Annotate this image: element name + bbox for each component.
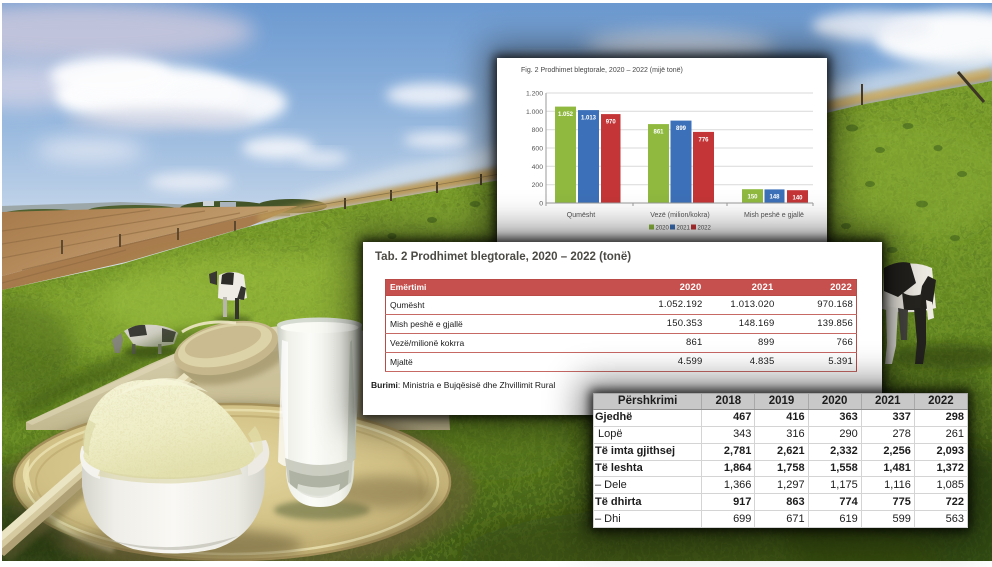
svg-text:2021: 2021 bbox=[677, 226, 691, 232]
svg-text:1.013: 1.013 bbox=[581, 116, 597, 122]
svg-text:600: 600 bbox=[532, 146, 544, 153]
svg-text:Mish peshë e gjallë: Mish peshë e gjallë bbox=[744, 212, 804, 219]
svg-text:200: 200 bbox=[532, 182, 544, 189]
svg-text:970: 970 bbox=[606, 120, 617, 126]
svg-text:1.200: 1.200 bbox=[526, 91, 543, 98]
svg-text:861: 861 bbox=[653, 130, 664, 136]
svg-text:1.052: 1.052 bbox=[558, 112, 574, 118]
svg-text:899: 899 bbox=[676, 126, 687, 132]
svg-text:776: 776 bbox=[698, 137, 709, 143]
svg-text:Fig. 2 Prodhimet blegtorale, 2: Fig. 2 Prodhimet blegtorale, 2020 – 2022… bbox=[521, 67, 683, 74]
svg-text:148: 148 bbox=[769, 195, 780, 201]
svg-text:400: 400 bbox=[532, 164, 544, 171]
svg-text:1.000: 1.000 bbox=[526, 109, 543, 116]
svg-text:2020: 2020 bbox=[656, 226, 670, 232]
svg-text:2022: 2022 bbox=[698, 226, 712, 232]
svg-text:150: 150 bbox=[747, 195, 758, 201]
svg-text:Qumësht: Qumësht bbox=[567, 212, 595, 219]
svg-text:140: 140 bbox=[792, 196, 803, 202]
svg-text:Vezë (milion/kokra): Vezë (milion/kokra) bbox=[650, 212, 710, 219]
svg-text:800: 800 bbox=[532, 127, 544, 134]
svg-text:0: 0 bbox=[539, 201, 543, 208]
